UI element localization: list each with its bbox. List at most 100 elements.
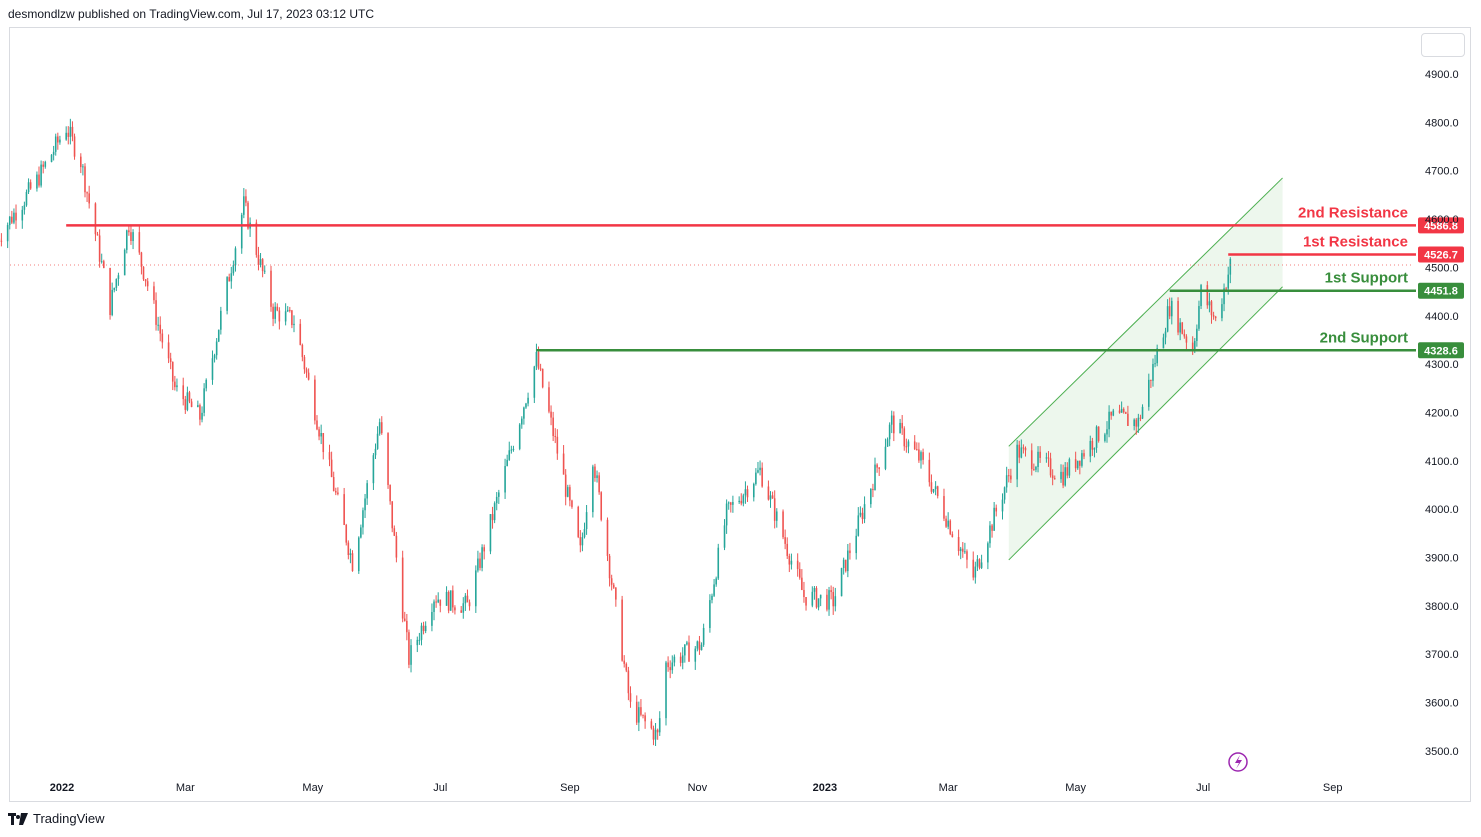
candle-body bbox=[1198, 306, 1200, 329]
candle-body bbox=[884, 446, 887, 469]
lightning-icon[interactable] bbox=[1228, 752, 1248, 772]
candle-body bbox=[483, 547, 485, 552]
candle-body bbox=[627, 670, 630, 694]
candle-body bbox=[1093, 447, 1096, 450]
candle-body bbox=[498, 492, 500, 497]
candle-body bbox=[86, 192, 88, 194]
candle-body bbox=[1156, 348, 1158, 364]
time-axis[interactable]: 2022 Mar May Jul Sep Nov 2023 Mar May Jul Sep bbox=[50, 782, 1343, 794]
candle-body bbox=[989, 525, 991, 544]
candle-body bbox=[1152, 363, 1154, 381]
candle-body bbox=[959, 548, 962, 552]
candle-body bbox=[771, 495, 774, 499]
candle-body bbox=[709, 600, 711, 628]
candle-body bbox=[301, 344, 304, 358]
candle-body bbox=[539, 368, 542, 370]
candle-body bbox=[1018, 444, 1021, 458]
candle-body bbox=[932, 489, 935, 492]
candle-body bbox=[1037, 451, 1039, 467]
candle-body bbox=[928, 459, 931, 483]
candle-body bbox=[199, 405, 201, 420]
candle-body bbox=[732, 502, 734, 505]
candle-body bbox=[23, 205, 26, 210]
candle-body bbox=[213, 355, 216, 359]
candle-body bbox=[903, 428, 906, 447]
candle-body bbox=[1062, 471, 1064, 486]
candle-body bbox=[859, 512, 862, 516]
chart-settings-button[interactable] bbox=[1421, 33, 1465, 57]
candle-body bbox=[54, 136, 57, 152]
candle-body bbox=[303, 357, 306, 370]
candle-body bbox=[468, 602, 471, 607]
candle-body bbox=[1053, 478, 1056, 480]
candle-body bbox=[332, 477, 335, 491]
candle-body bbox=[38, 174, 40, 186]
candle-body bbox=[1200, 285, 1202, 307]
candle-body bbox=[1148, 379, 1150, 407]
candle-body bbox=[57, 136, 59, 143]
candle-body bbox=[872, 488, 874, 491]
candle-body bbox=[832, 591, 835, 607]
candle-body bbox=[73, 136, 76, 157]
x-tick-label: Mar bbox=[939, 782, 958, 794]
candle-body bbox=[167, 342, 170, 359]
candle-body bbox=[1170, 300, 1173, 317]
candlestick-series bbox=[0, 118, 1232, 746]
candle-body bbox=[782, 511, 784, 538]
candle-body bbox=[232, 265, 235, 274]
candle-body bbox=[552, 417, 554, 437]
candle-body bbox=[420, 625, 423, 640]
candle-body bbox=[387, 433, 389, 485]
candle-body bbox=[569, 487, 571, 501]
candle-body bbox=[874, 464, 876, 491]
candle-body bbox=[184, 399, 187, 410]
candle-body bbox=[801, 577, 803, 590]
candle-body bbox=[203, 388, 205, 413]
candle-body bbox=[579, 537, 582, 546]
x-tick-label: Mar bbox=[176, 782, 195, 794]
candle-body bbox=[176, 385, 178, 388]
candle-body bbox=[182, 385, 185, 400]
candle-body bbox=[293, 323, 295, 326]
candle-body bbox=[717, 547, 720, 579]
candle-body bbox=[140, 252, 143, 267]
candle-body bbox=[449, 590, 452, 611]
candle-body bbox=[746, 489, 749, 498]
candle-body bbox=[805, 597, 807, 606]
candle-body bbox=[600, 492, 603, 520]
candle-body bbox=[380, 422, 383, 434]
candle-body bbox=[98, 235, 101, 262]
candle-body bbox=[700, 644, 703, 651]
candle-body bbox=[922, 452, 924, 460]
candle-body bbox=[1001, 499, 1004, 512]
candle-body bbox=[744, 489, 747, 496]
candle-body bbox=[581, 537, 584, 546]
candle-body bbox=[521, 418, 523, 425]
candle-body bbox=[987, 543, 989, 563]
candle-body bbox=[142, 266, 145, 280]
y-tick-label: 3700.0 bbox=[1425, 649, 1459, 661]
candle-body bbox=[830, 590, 832, 592]
candle-body bbox=[245, 196, 247, 203]
candle-body bbox=[372, 455, 375, 484]
candle-body bbox=[1225, 288, 1227, 290]
candle-body bbox=[1047, 457, 1050, 459]
candle-body bbox=[1154, 363, 1156, 365]
candle-body bbox=[550, 411, 552, 418]
candle-body bbox=[44, 161, 47, 167]
candle-body bbox=[278, 310, 281, 322]
candle-body bbox=[775, 511, 778, 521]
price-axis[interactable]: 4900.0 4800.0 4700.0 4600.0 4500.0 4400.0 4300… bbox=[1425, 69, 1459, 758]
candle-body bbox=[788, 555, 791, 565]
candle-body bbox=[957, 537, 960, 552]
candle-body bbox=[447, 591, 450, 611]
candle-body bbox=[437, 599, 439, 603]
candle-body bbox=[849, 550, 851, 554]
candle-body bbox=[1139, 417, 1142, 419]
candle-body bbox=[1212, 315, 1215, 317]
candle-body bbox=[362, 510, 364, 528]
candle-body bbox=[59, 139, 61, 143]
levels: 2nd Resistance 4586.8 1st Resistance 4526.7… bbox=[10, 204, 1464, 359]
candle-body bbox=[190, 401, 193, 408]
